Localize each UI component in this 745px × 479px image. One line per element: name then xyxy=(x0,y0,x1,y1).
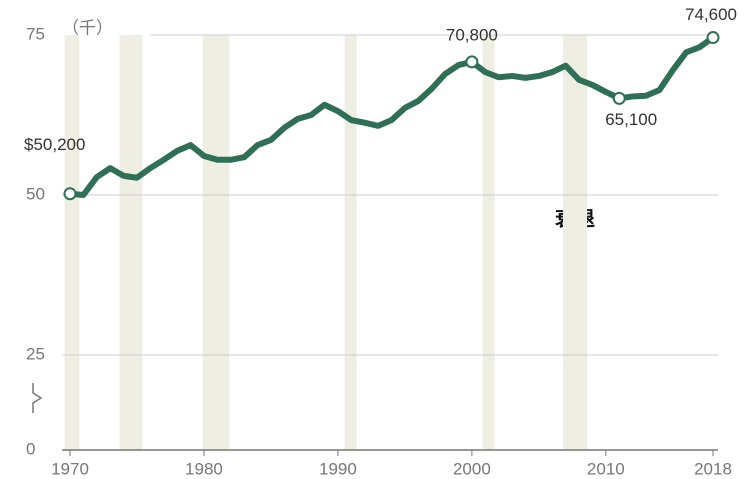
recessions xyxy=(64,35,588,450)
recession-band xyxy=(482,35,495,450)
x-tick-label: 2000 xyxy=(453,459,491,478)
x-tick-label: 1990 xyxy=(319,459,357,478)
point-marker xyxy=(612,91,626,105)
recession-band xyxy=(202,35,230,450)
data-label: 70,800 xyxy=(446,25,498,44)
y-tick-label: 0 xyxy=(26,439,35,458)
data-label: 65,100 xyxy=(605,110,657,129)
point-marker xyxy=(706,31,720,45)
y-tick-label: 25 xyxy=(26,344,45,363)
x-tick-label: 1980 xyxy=(185,459,223,478)
line xyxy=(67,34,716,198)
recession-band xyxy=(562,35,588,450)
y-axis-label: （千） xyxy=(62,18,113,37)
data-label: 74,600 xyxy=(685,5,737,24)
data-label: $50,200 xyxy=(24,135,85,154)
point-marker xyxy=(465,55,479,69)
point-marker xyxy=(63,187,77,201)
x-tick-label: 1970 xyxy=(51,459,89,478)
y-tick-label: 50 xyxy=(26,184,45,203)
axis-break xyxy=(32,383,43,413)
recession-band xyxy=(119,35,143,450)
x-tick-label: 2018 xyxy=(694,459,732,478)
x-tick-label: 2010 xyxy=(587,459,625,478)
y-tick-label: 75 xyxy=(26,24,45,43)
axis-break-mark xyxy=(32,383,43,413)
recession-band xyxy=(64,35,80,450)
recession-band xyxy=(344,35,357,450)
